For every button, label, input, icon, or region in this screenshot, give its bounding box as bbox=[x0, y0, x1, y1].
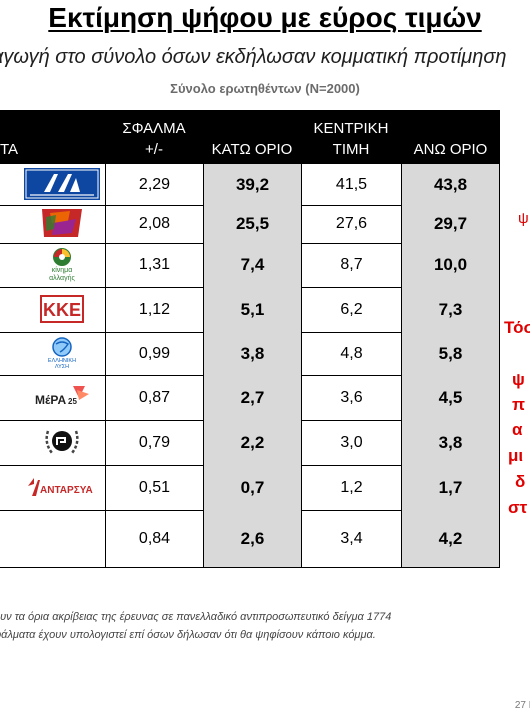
page-title: Εκτίμηση ψήφου με εύρος τιμών bbox=[48, 2, 482, 33]
cell-error: 0,99 bbox=[138, 344, 171, 362]
footnote-2: φάλματα έχουν υπολογιστεί επί όσων δήλωσ… bbox=[0, 629, 376, 641]
page-number: 27 Ν bbox=[514, 700, 530, 711]
cell-high: 10,0 bbox=[402, 243, 499, 287]
cell-low: 0,7 bbox=[204, 465, 301, 510]
cell-error: 0,79 bbox=[138, 433, 171, 451]
cell-center: 4,8 bbox=[340, 344, 363, 362]
table-row: 2,08 25,5 27,6 29,7 bbox=[0, 205, 500, 244]
header-party: ΤΑ bbox=[0, 141, 19, 158]
grid-line bbox=[401, 164, 402, 567]
side-text-fragment: ψ bbox=[512, 370, 525, 389]
grid-line bbox=[499, 164, 500, 567]
table-row: ΑΝΤΑΡΣΥΑ 0,51 0,7 1,2 1,7 bbox=[0, 465, 500, 511]
cell-high: 5,8 bbox=[402, 332, 499, 375]
cell-high: 4,5 bbox=[402, 375, 499, 420]
kinal-logo: κίνημα αλλαγής bbox=[24, 248, 100, 282]
cell-center: 41,5 bbox=[335, 175, 368, 193]
side-text-fragment: Τόσ bbox=[504, 318, 530, 337]
cell-high: 4,2 bbox=[402, 510, 499, 567]
table-row: ΚΚΕ 1,12 5,1 6,2 7,3 bbox=[0, 287, 500, 333]
table-row: ΕΛΛΗΝΙΚΗ ΛΥΣΗ 0,99 3,8 4,8 5,8 bbox=[0, 332, 500, 376]
side-text-fragment: δ bbox=[515, 472, 526, 491]
table-row: 0,84 2,6 3,4 4,2 bbox=[0, 510, 500, 568]
svg-text:αλλαγής: αλλαγής bbox=[49, 275, 75, 282]
cell-center: 27,6 bbox=[335, 215, 368, 232]
side-text-fragment: ψ bbox=[518, 210, 529, 227]
cell-low: 39,2 bbox=[204, 164, 301, 205]
svg-text:ΛΥΣΗ: ΛΥΣΗ bbox=[55, 364, 69, 370]
nd-logo bbox=[24, 167, 100, 200]
table-row: κίνημα αλλαγής 1,31 7,4 8,7 10,0 bbox=[0, 243, 500, 288]
cell-low: 2,6 bbox=[204, 510, 301, 567]
cell-error: 1,12 bbox=[138, 300, 171, 318]
antarsya-logo: ΑΝΤΑΡΣΥΑ bbox=[24, 471, 100, 503]
elliniki-lysi-logo: ΕΛΛΗΝΙΚΗ ΛΥΣΗ bbox=[24, 336, 100, 370]
syriza-logo bbox=[24, 207, 100, 239]
side-text-fragment: α bbox=[512, 420, 523, 439]
grid-line bbox=[203, 164, 204, 567]
svg-text:ΕΛΛΗΝΙΚΗ: ΕΛΛΗΝΙΚΗ bbox=[48, 358, 76, 364]
cell-low: 25,5 bbox=[204, 205, 301, 243]
grid-line bbox=[301, 164, 302, 567]
cell-high: 1,7 bbox=[402, 465, 499, 510]
cell-low: 7,4 bbox=[204, 243, 301, 287]
cell-high: 7,3 bbox=[402, 287, 499, 332]
cell-center: 3,0 bbox=[340, 433, 363, 451]
cell-error: 1,31 bbox=[138, 256, 171, 273]
cell-high: 29,7 bbox=[402, 205, 499, 243]
cell-error: 0,51 bbox=[138, 478, 171, 496]
cell-high: 3,8 bbox=[402, 420, 499, 465]
grid-line bbox=[105, 164, 106, 567]
header-error-l1: ΣΦΑΛΜΑ bbox=[122, 120, 186, 137]
svg-text:ΑΝΤΑΡΣΥΑ: ΑΝΤΑΡΣΥΑ bbox=[40, 485, 93, 496]
cell-center: 6,2 bbox=[340, 300, 363, 318]
cell-center: 3,4 bbox=[340, 529, 363, 547]
kke-logo: ΚΚΕ bbox=[24, 293, 100, 325]
side-text-fragment: π bbox=[512, 395, 526, 414]
header-error: ΣΦΑΛΜΑ +/- bbox=[105, 118, 203, 160]
cell-error: 0,84 bbox=[138, 529, 171, 547]
svg-text:25: 25 bbox=[68, 397, 77, 406]
table-header: ΤΑ ΣΦΑΛΜΑ +/- ΚΑΤΩ ΟΡΙΟ ΚΕΝΤΡΙΚΗ ΤΙΜΗ ΑΝ… bbox=[0, 110, 500, 164]
cell-low: 2,7 bbox=[204, 375, 301, 420]
sample-size-label: Σύνολο ερωτηθέντων (N=2000) bbox=[170, 81, 360, 96]
side-text-fragment: μι bbox=[508, 446, 524, 465]
header-center: ΚΕΝΤΡΙΚΗ ΤΙΜΗ bbox=[301, 118, 401, 160]
cell-center: 3,6 bbox=[340, 388, 363, 406]
cell-center: 1,2 bbox=[340, 478, 363, 496]
cell-low: 3,8 bbox=[204, 332, 301, 375]
cell-error: 0,87 bbox=[138, 388, 171, 406]
page-subtitle: αγωγή στο σύνολο όσων εκδήλωσαν κομματικ… bbox=[0, 46, 507, 68]
cell-error: 2,08 bbox=[138, 215, 171, 232]
svg-text:ΚΚΕ: ΚΚΕ bbox=[43, 300, 81, 320]
header-center-l2: ΤΙΜΗ bbox=[332, 141, 370, 158]
svg-text:ΜέΡΑ: ΜέΡΑ bbox=[35, 393, 67, 407]
cell-error: 2,29 bbox=[138, 175, 171, 193]
cell-high: 43,8 bbox=[402, 164, 499, 205]
header-error-l2: +/- bbox=[145, 141, 163, 158]
mera25-logo: ΜέΡΑ 25 bbox=[24, 381, 100, 413]
cell-center: 8,7 bbox=[340, 256, 363, 273]
table-row: 2,29 39,2 41,5 43,8 bbox=[0, 164, 500, 206]
header-center-l1: ΚΕΝΤΡΙΚΗ bbox=[313, 120, 389, 137]
cell-low: 5,1 bbox=[204, 287, 301, 332]
golden-dawn-logo bbox=[24, 426, 100, 458]
table-row: 0,79 2,2 3,0 3,8 bbox=[0, 420, 500, 466]
table-row: ΜέΡΑ 25 0,87 2,7 3,6 4,5 bbox=[0, 375, 500, 421]
cell-low: 2,2 bbox=[204, 420, 301, 465]
side-text-fragment: στ bbox=[508, 498, 528, 517]
header-low: ΚΑΤΩ ΟΡΙΟ bbox=[211, 141, 293, 158]
footnote-1: ουν τα όρια ακρίβειας της έρευνας σε παν… bbox=[0, 611, 392, 623]
svg-text:κίνημα: κίνημα bbox=[52, 266, 73, 274]
header-high: ΑΝΩ ΟΡΙΟ bbox=[413, 141, 488, 158]
